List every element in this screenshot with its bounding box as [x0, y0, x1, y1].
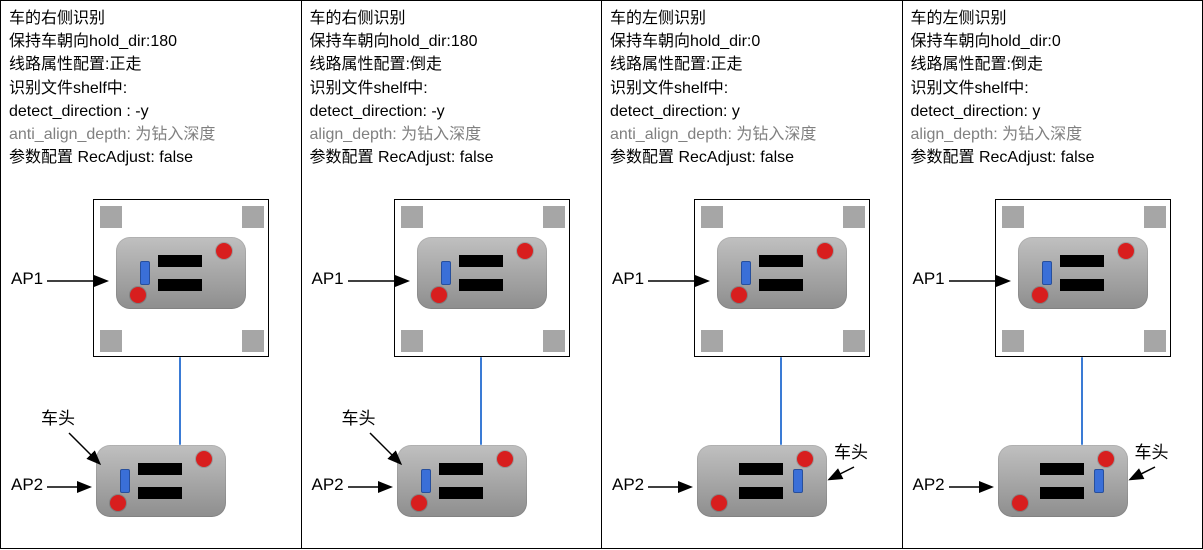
vehicle-top: [417, 237, 547, 309]
config-line: 识别文件shelf中:: [610, 77, 894, 100]
config-line: 参数配置 RecAdjust: false: [9, 146, 293, 169]
panel-4: 车的左侧识别保持车朝向hold_dir:0线路属性配置:倒走识别文件shelf中…: [903, 1, 1203, 548]
vehicle-top: [116, 237, 246, 309]
config-line: anti_align_depth: 为钻入深度: [610, 123, 894, 146]
connector-line: [480, 357, 482, 445]
config-line: 识别文件shelf中:: [911, 77, 1195, 100]
shelf-leg: [1144, 206, 1166, 228]
config-line: anti_align_depth: 为钻入深度: [9, 123, 293, 146]
config-line: 参数配置 RecAdjust: false: [310, 146, 594, 169]
shelf-leg: [242, 330, 264, 352]
config-line: 车的右侧识别: [9, 7, 293, 30]
panel-3: 车的左侧识别保持车朝向hold_dir:0线路属性配置:正走识别文件shelf中…: [602, 1, 903, 548]
config-line: 线路属性配置:正走: [9, 53, 293, 76]
config-line: detect_direction: y: [911, 100, 1195, 123]
config-line: 保持车朝向hold_dir:180: [9, 30, 293, 53]
config-line: detect_direction: y: [610, 100, 894, 123]
config-line: 保持车朝向hold_dir:0: [911, 30, 1195, 53]
config-line: 保持车朝向hold_dir:0: [610, 30, 894, 53]
config-line: 保持车朝向hold_dir:180: [310, 30, 594, 53]
ap1-label: AP1: [312, 267, 344, 292]
shelf-leg: [100, 330, 122, 352]
config-line: 识别文件shelf中:: [310, 77, 594, 100]
config-line: 参数配置 RecAdjust: false: [911, 146, 1195, 169]
shelf-leg: [242, 206, 264, 228]
shelf-leg: [843, 206, 865, 228]
config-line: 参数配置 RecAdjust: false: [610, 146, 894, 169]
panel-2: 车的右侧识别保持车朝向hold_dir:180线路属性配置:倒走识别文件shel…: [302, 1, 603, 548]
ap1-label: AP1: [913, 267, 945, 292]
ap2-label: AP2: [612, 473, 644, 498]
vehicle-bottom: [96, 445, 226, 517]
shelf-leg: [401, 330, 423, 352]
connector-line: [780, 357, 782, 445]
shelf-leg: [701, 330, 723, 352]
chetou-label: 车头: [834, 441, 868, 466]
connector-line: [179, 357, 181, 445]
ap1-label: AP1: [612, 267, 644, 292]
config-line: 线路属性配置:正走: [610, 53, 894, 76]
vehicle-top: [717, 237, 847, 309]
chetou-label: 车头: [342, 407, 376, 432]
vehicle-bottom: [397, 445, 527, 517]
config-line: 识别文件shelf中:: [9, 77, 293, 100]
shelf-leg: [100, 206, 122, 228]
shelf-leg: [401, 206, 423, 228]
config-line: align_depth: 为钻入深度: [911, 123, 1195, 146]
shelf-leg: [543, 330, 565, 352]
config-line: 车的左侧识别: [911, 7, 1195, 30]
diagram-grid: 车的右侧识别保持车朝向hold_dir:180线路属性配置:正走识别文件shel…: [0, 0, 1203, 549]
chetou-label: 车头: [1135, 441, 1169, 466]
vehicle-bottom: [697, 445, 827, 517]
config-line: detect_direction : -y: [9, 100, 293, 123]
ap2-label: AP2: [11, 473, 43, 498]
panel-1: 车的右侧识别保持车朝向hold_dir:180线路属性配置:正走识别文件shel…: [1, 1, 302, 548]
shelf-leg: [1002, 206, 1024, 228]
vehicle-bottom: [998, 445, 1128, 517]
vehicle-top: [1018, 237, 1148, 309]
config-line: 车的左侧识别: [610, 7, 894, 30]
ap2-label: AP2: [913, 473, 945, 498]
shelf-leg: [843, 330, 865, 352]
shelf-leg: [543, 206, 565, 228]
ap2-label: AP2: [312, 473, 344, 498]
config-line: align_depth: 为钻入深度: [310, 123, 594, 146]
shelf-leg: [1002, 330, 1024, 352]
shelf-leg: [701, 206, 723, 228]
config-line: 车的右侧识别: [310, 7, 594, 30]
config-line: 线路属性配置:倒走: [310, 53, 594, 76]
chetou-label: 车头: [41, 407, 75, 432]
config-line: 线路属性配置:倒走: [911, 53, 1195, 76]
connector-line: [1081, 357, 1083, 445]
config-line: detect_direction: -y: [310, 100, 594, 123]
ap1-label: AP1: [11, 267, 43, 292]
shelf-leg: [1144, 330, 1166, 352]
